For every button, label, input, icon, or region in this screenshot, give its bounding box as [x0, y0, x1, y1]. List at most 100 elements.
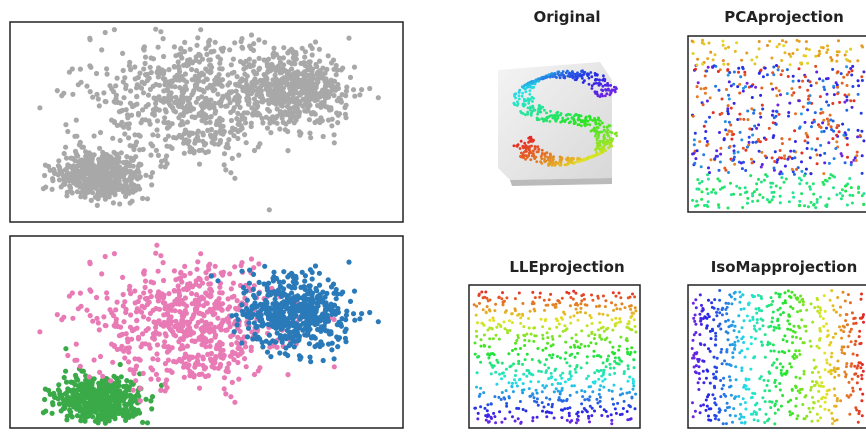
point	[702, 153, 705, 156]
point	[277, 126, 282, 131]
point	[758, 193, 761, 196]
point	[155, 342, 160, 347]
point	[100, 162, 105, 167]
point	[850, 186, 853, 189]
point	[335, 120, 340, 125]
point	[821, 111, 824, 114]
point	[69, 380, 74, 385]
point	[605, 143, 608, 146]
point	[56, 163, 61, 168]
panel-title: Original	[533, 8, 600, 26]
point	[718, 169, 721, 172]
point	[522, 145, 525, 148]
point	[63, 369, 68, 374]
point	[50, 411, 55, 416]
point	[862, 139, 865, 142]
point	[308, 267, 313, 272]
point	[249, 348, 254, 353]
point	[566, 117, 569, 120]
point	[240, 350, 245, 355]
point	[793, 173, 796, 176]
point	[242, 132, 247, 137]
point	[721, 40, 724, 43]
point	[728, 98, 731, 101]
point	[116, 383, 121, 388]
point	[610, 301, 613, 304]
point	[155, 357, 160, 362]
point	[194, 324, 199, 329]
point	[522, 153, 525, 156]
point	[165, 96, 170, 101]
point	[123, 194, 128, 199]
point	[220, 356, 225, 361]
point	[616, 402, 619, 405]
point	[849, 194, 852, 197]
point	[846, 73, 849, 76]
point	[836, 86, 839, 89]
point	[98, 176, 103, 181]
point	[740, 138, 743, 141]
point	[251, 287, 256, 292]
point	[721, 98, 724, 101]
point	[532, 97, 535, 100]
point	[220, 318, 225, 323]
point	[65, 129, 70, 134]
point	[778, 89, 781, 92]
point	[103, 254, 108, 259]
point	[787, 75, 790, 78]
point	[513, 144, 516, 147]
point	[313, 62, 318, 67]
point	[223, 104, 228, 109]
point	[523, 151, 526, 154]
point	[524, 144, 527, 147]
point	[292, 344, 297, 349]
point	[240, 126, 245, 131]
point	[569, 161, 572, 164]
point	[859, 134, 862, 137]
point	[788, 53, 791, 56]
point	[563, 119, 566, 122]
point	[175, 99, 180, 104]
point	[167, 79, 172, 84]
point	[78, 364, 83, 369]
point	[770, 82, 773, 85]
point	[310, 80, 315, 85]
point	[307, 131, 312, 136]
point	[521, 302, 524, 305]
point	[491, 366, 494, 369]
point	[78, 67, 83, 72]
point	[118, 109, 123, 114]
point	[218, 138, 223, 143]
point	[176, 59, 181, 64]
point	[800, 112, 803, 115]
point	[257, 336, 262, 341]
point	[728, 121, 731, 124]
point	[835, 140, 838, 143]
point	[322, 79, 327, 84]
point	[620, 388, 623, 391]
point	[351, 311, 356, 316]
point	[291, 55, 296, 60]
point	[527, 102, 530, 105]
point	[156, 153, 161, 158]
point	[121, 95, 126, 100]
point	[606, 126, 609, 129]
point	[136, 335, 141, 340]
point	[518, 94, 521, 97]
point	[185, 120, 190, 125]
point	[549, 155, 552, 158]
point	[732, 83, 735, 86]
point	[701, 63, 704, 66]
point	[136, 184, 141, 189]
point	[235, 322, 240, 327]
point	[344, 89, 349, 94]
point	[154, 351, 159, 356]
point	[733, 152, 736, 155]
point	[735, 185, 738, 188]
point	[303, 100, 308, 105]
point	[727, 74, 730, 77]
point	[610, 140, 613, 143]
point	[729, 182, 732, 185]
point	[717, 206, 720, 209]
point	[774, 150, 777, 153]
